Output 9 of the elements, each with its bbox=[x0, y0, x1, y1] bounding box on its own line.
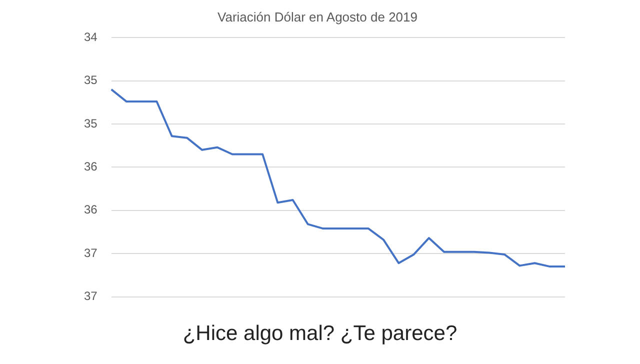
text: ¿Hice algo mal? ¿Te parece? bbox=[182, 322, 458, 346]
y-tick-label: 36 bbox=[84, 202, 98, 217]
y-tick-label: 35 bbox=[84, 116, 98, 130]
y-tick-label: 34 bbox=[84, 30, 98, 44]
y-tick-label: 35 bbox=[84, 73, 98, 88]
chart-title: Variación Dólar en Agosto de 2019 bbox=[218, 9, 418, 24]
y-tick-label: 36 bbox=[84, 160, 98, 174]
y-tick-label: 37 bbox=[84, 289, 98, 304]
y-tick-label: 37 bbox=[84, 246, 98, 260]
